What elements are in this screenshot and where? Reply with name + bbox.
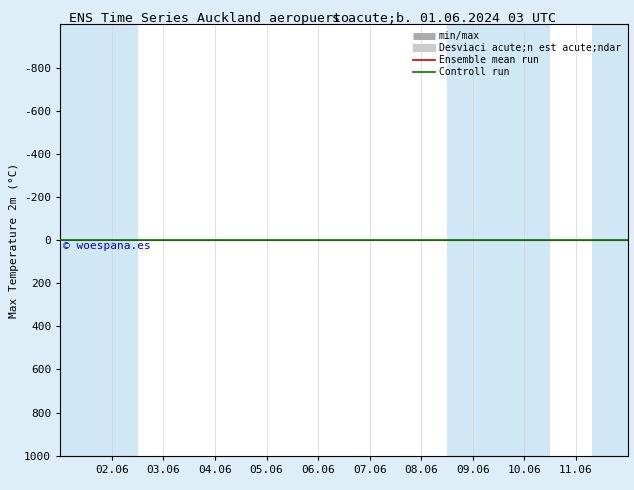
Text: © woespana.es: © woespana.es — [63, 241, 151, 250]
Text: s acute;b. 01.06.2024 03 UTC: s acute;b. 01.06.2024 03 UTC — [332, 12, 556, 25]
Y-axis label: Max Temperature 2m (°C): Max Temperature 2m (°C) — [9, 163, 18, 318]
Bar — [447, 24, 550, 456]
Legend: min/max, Desviaci acute;n est acute;ndar, Ensemble mean run, Controll run: min/max, Desviaci acute;n est acute;ndar… — [411, 29, 623, 79]
Bar — [592, 24, 628, 456]
Text: ENS Time Series Auckland aeropuerto: ENS Time Series Auckland aeropuerto — [69, 12, 349, 25]
Bar — [60, 24, 138, 456]
